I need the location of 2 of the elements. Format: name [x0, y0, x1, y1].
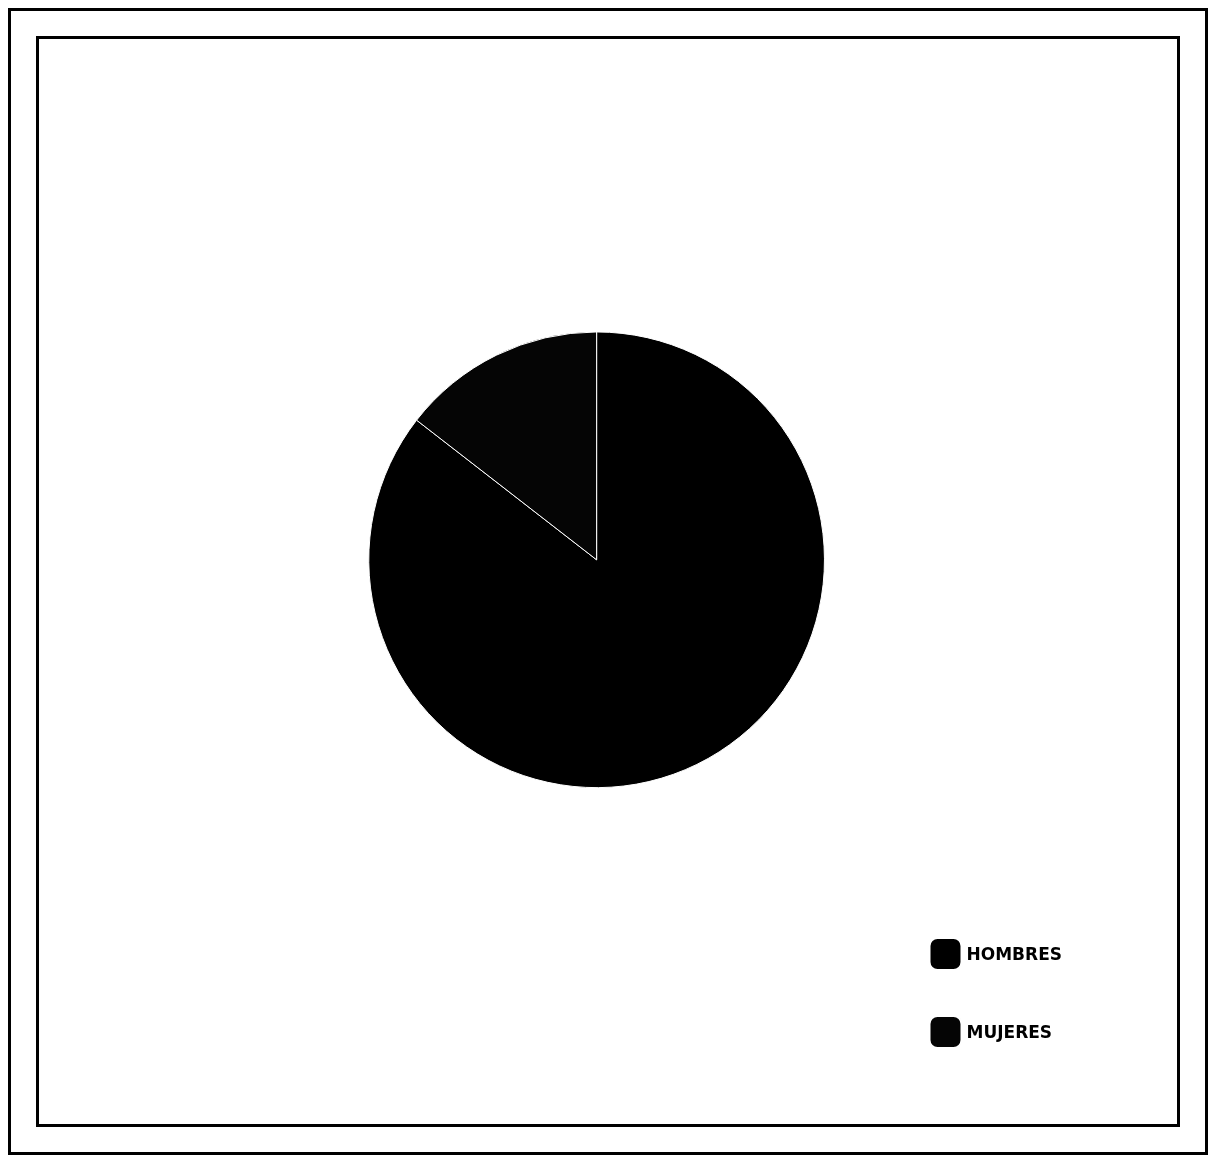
legend-label: MUJERES	[966, 1022, 1053, 1042]
legend-label: HOMBRES	[966, 944, 1063, 964]
